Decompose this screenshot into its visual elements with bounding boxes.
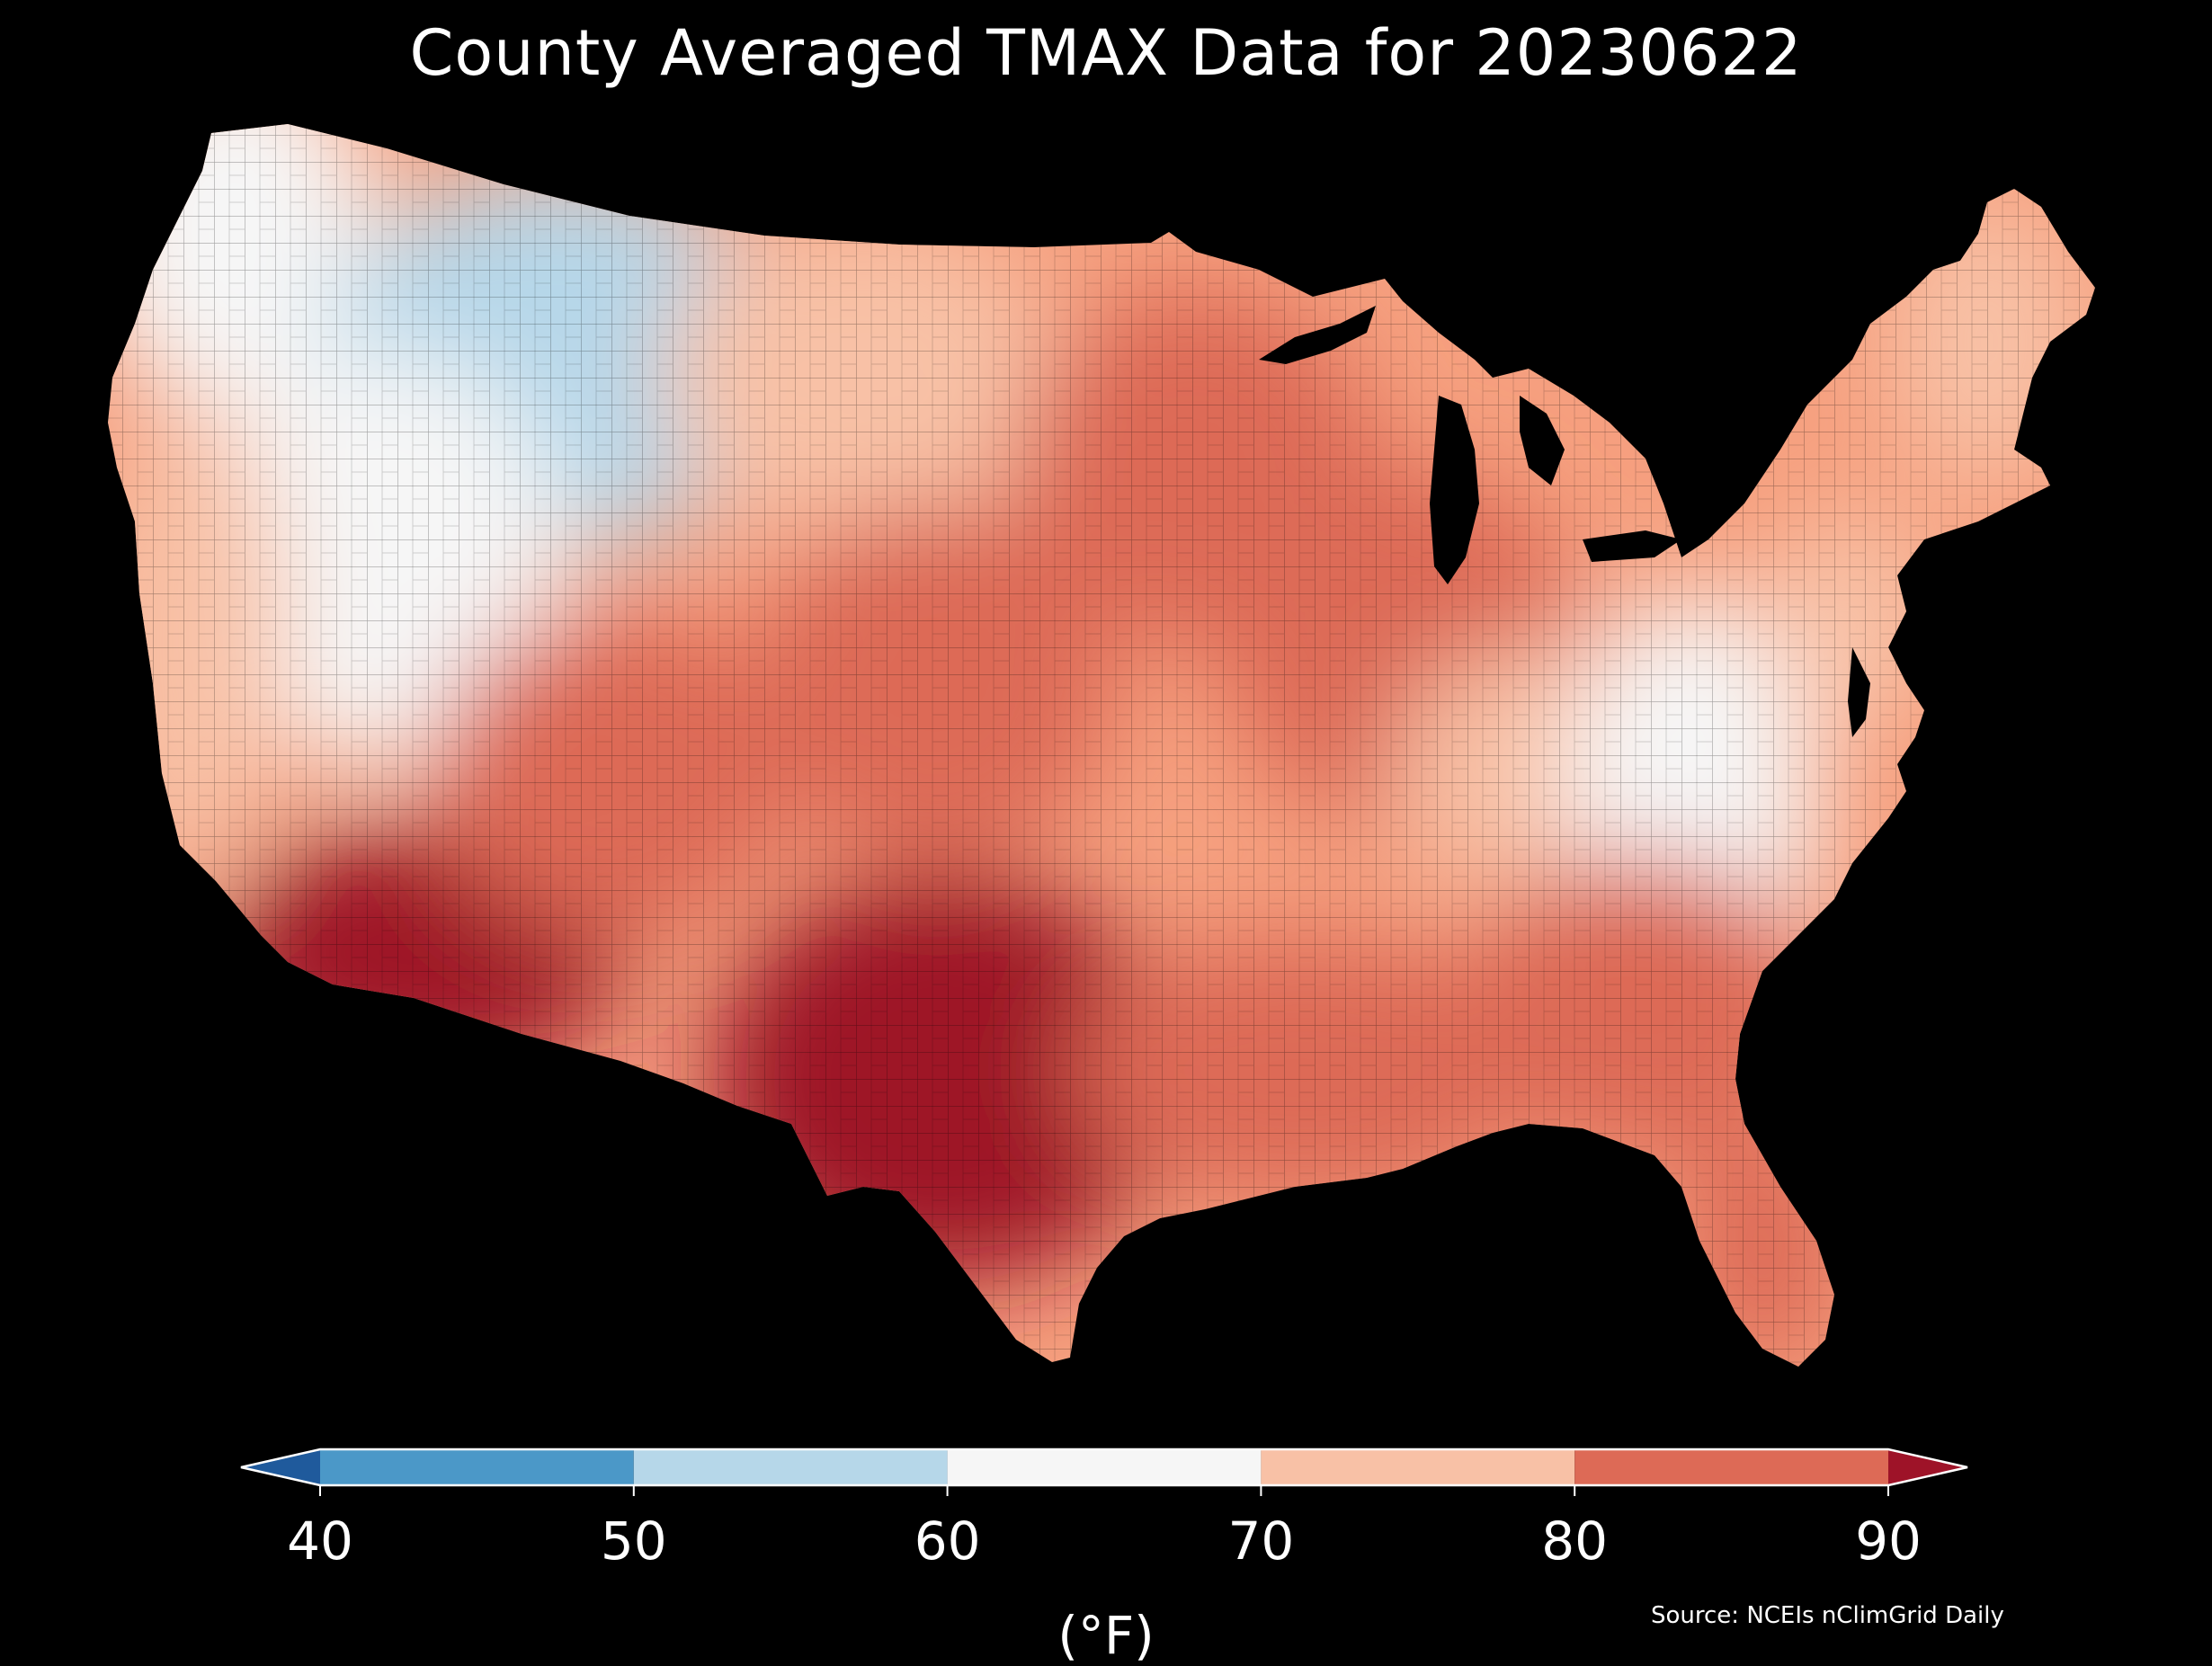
colorbar-bin-4 xyxy=(1574,1449,1888,1485)
colorbar-bin-3 xyxy=(1261,1449,1575,1485)
lake-erie xyxy=(1583,530,1681,562)
source-label: Source: NCEIs nClimGrid Daily xyxy=(1651,1602,2004,1629)
colorbar-tick-label-3: 70 xyxy=(1227,1510,1295,1572)
colorbar-tick-label-2: 60 xyxy=(914,1510,981,1572)
colorbar-bin-1 xyxy=(633,1449,948,1485)
colorbar-tick-label-0: 40 xyxy=(287,1510,353,1572)
lake-huron xyxy=(1520,396,1565,486)
colorbar-over-extension xyxy=(1888,1449,1967,1485)
colorbar-bin-0 xyxy=(320,1449,634,1485)
colorbar-under-extension xyxy=(241,1449,320,1485)
colorbar xyxy=(240,1448,1968,1496)
chesapeake-bay xyxy=(1848,647,1870,737)
colorbar-unit-label: (°F) xyxy=(1057,1605,1155,1666)
colorbar-tick-label-5: 90 xyxy=(1855,1510,1922,1572)
colorbar-bin-2 xyxy=(947,1449,1262,1485)
colorbar-tick-label-1: 50 xyxy=(600,1510,667,1572)
lake-superior xyxy=(1259,306,1376,364)
colorbar-tick-label-4: 80 xyxy=(1541,1510,1609,1572)
map-title: County Averaged TMAX Data for 20230622 xyxy=(409,16,1803,90)
lake-michigan xyxy=(1430,396,1479,584)
